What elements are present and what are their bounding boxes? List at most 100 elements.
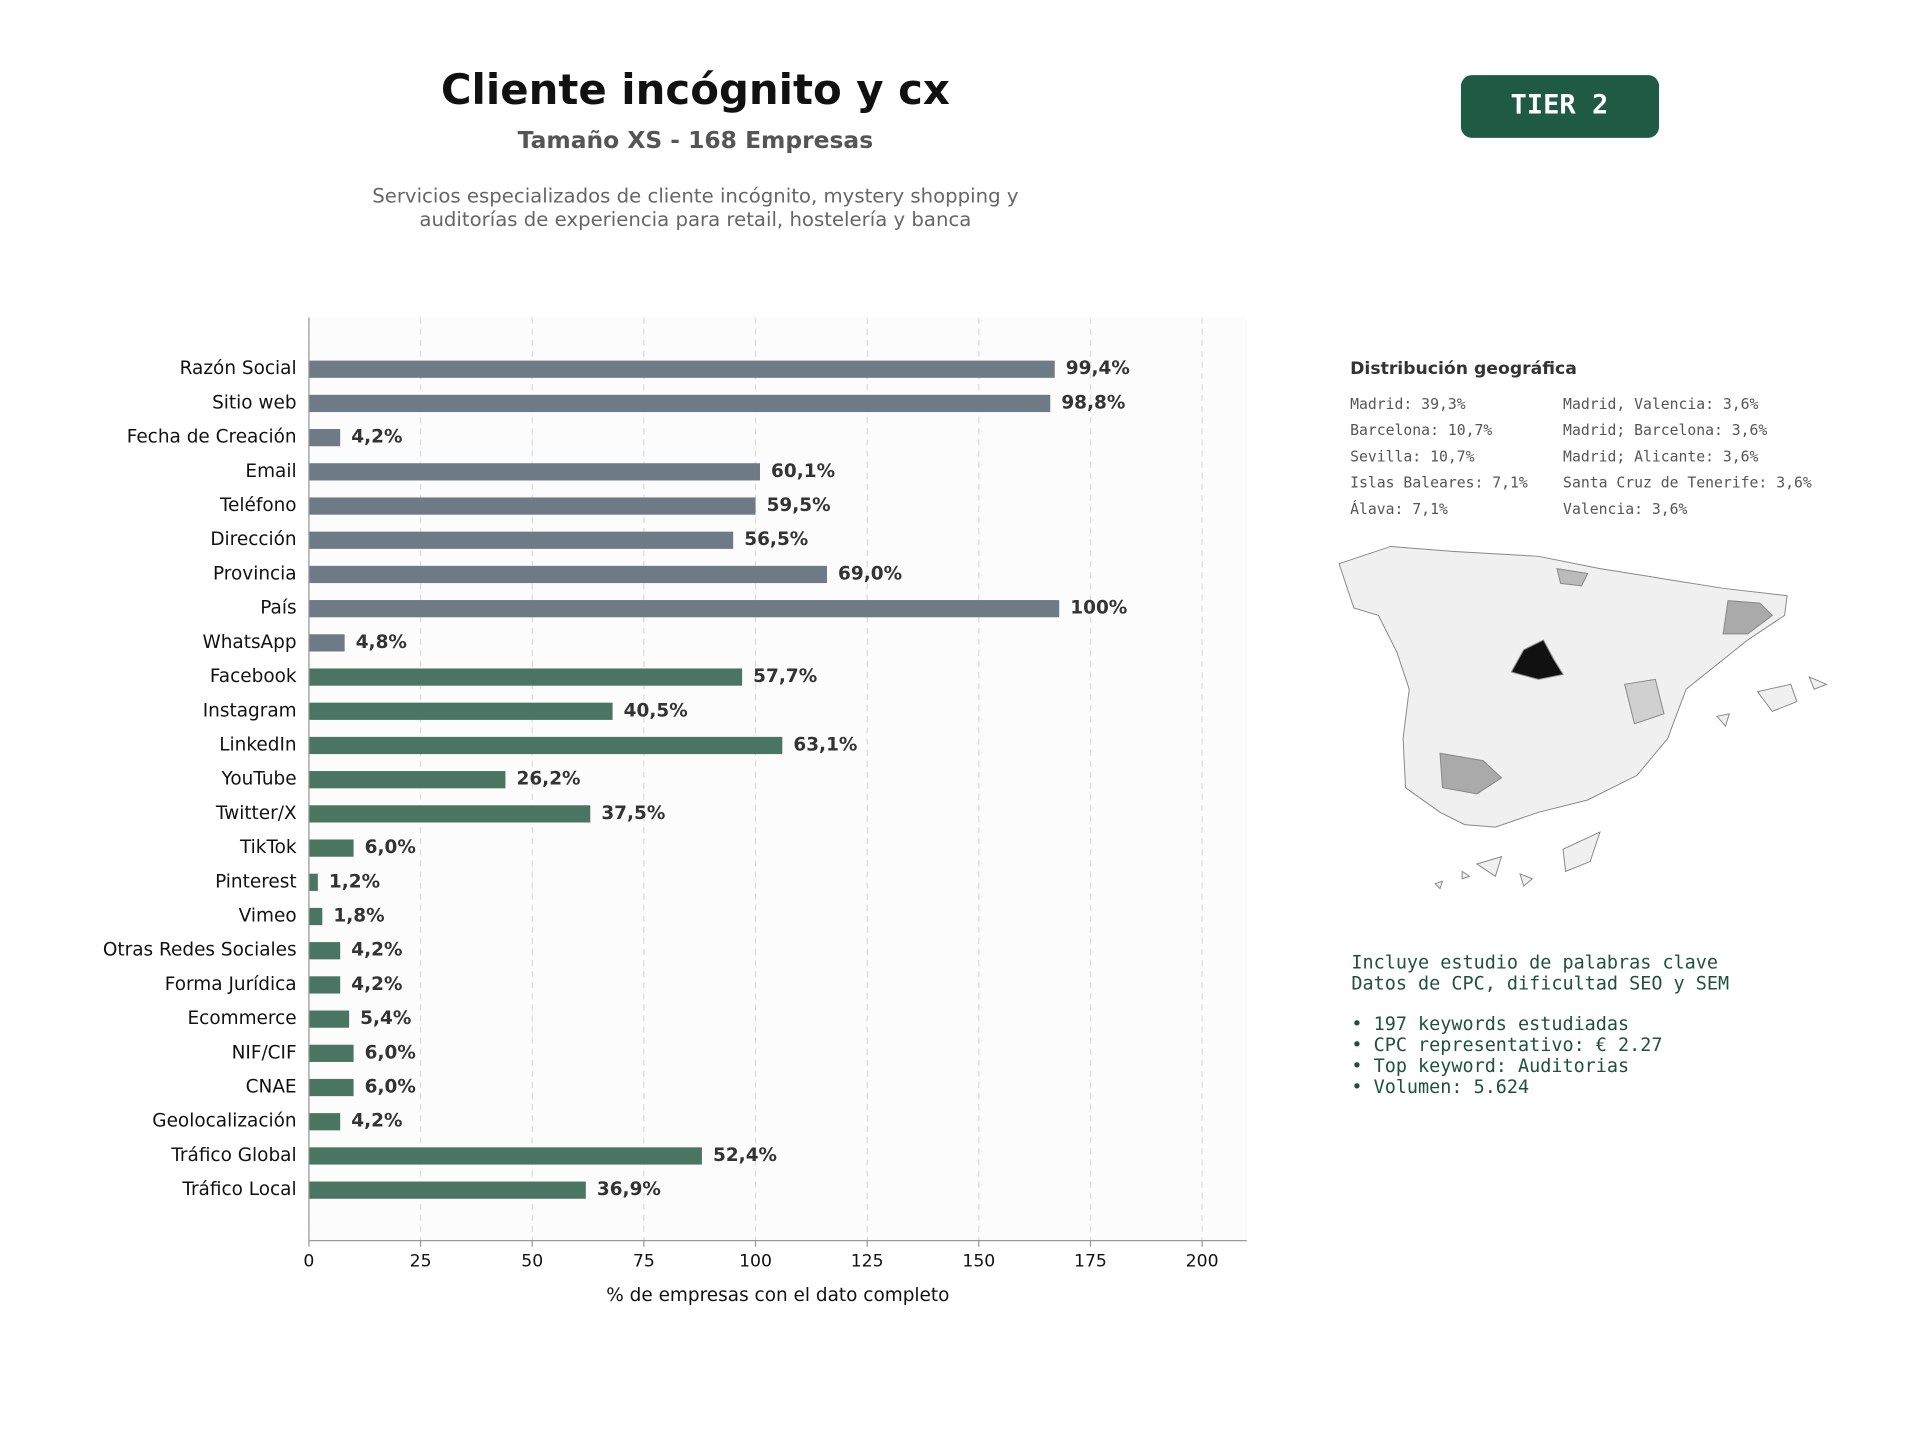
value-label: 56,5% [744, 529, 808, 550]
description: auditorías de experiencia para retail, h… [419, 208, 971, 231]
x-axis-label: % de empresas con el dato completo [606, 1285, 949, 1306]
y-tick-label: Otras Redes Sociales [103, 940, 297, 961]
y-tick-label: Teléfono [219, 495, 297, 516]
y-tick-label: WhatsApp [202, 632, 296, 653]
value-label: 6,0% [365, 1077, 416, 1098]
value-label: 36,9% [597, 1179, 661, 1200]
geo-item: Islas Baleares: 7,1% [1350, 475, 1528, 492]
bar [308, 634, 345, 652]
value-label: 100% [1070, 598, 1127, 619]
value-label: 69,0% [838, 563, 902, 584]
bar [308, 702, 613, 720]
geo-item: Madrid; Alicante: 3,6% [1563, 448, 1758, 465]
x-tick-label: 75 [633, 1252, 655, 1272]
y-tick-label: YouTube [221, 769, 297, 790]
geo-item: Sevilla: 10,7% [1350, 448, 1474, 465]
value-label: 60,1% [771, 461, 835, 482]
bar [308, 1147, 702, 1165]
geo-item: Valencia: 3,6% [1563, 501, 1687, 518]
y-tick-label: LinkedIn [219, 734, 296, 755]
y-tick-label: Ecommerce [188, 1008, 297, 1029]
y-tick-label: Twitter/X [215, 803, 297, 824]
map-sevilla [1439, 752, 1503, 795]
y-tick-label: TikTok [239, 837, 297, 858]
geo-item: Madrid: 39,3% [1350, 396, 1466, 413]
value-label: 63,1% [793, 734, 857, 755]
y-tick-label: Dirección [210, 529, 296, 550]
bar [308, 394, 1051, 413]
bar [308, 805, 591, 823]
y-tick-label: Facebook [210, 666, 297, 687]
value-label: 6,0% [365, 1042, 416, 1063]
geo-item: Madrid, Valencia: 3,6% [1563, 396, 1758, 413]
y-tick-label: Forma Jurídica [165, 974, 297, 995]
bar [308, 907, 323, 926]
bar [308, 531, 734, 549]
bar [308, 668, 743, 686]
bar [308, 839, 354, 857]
geo-item: Barcelona: 10,7% [1350, 422, 1492, 439]
bar [308, 1181, 586, 1199]
bar [308, 873, 318, 891]
bar [308, 360, 1055, 378]
note-line: Datos de CPC, dificultad SEO y SEM [1351, 974, 1729, 995]
x-tick-label: 25 [410, 1252, 432, 1272]
note-line: • CPC representativo: € 2.27 [1351, 1035, 1662, 1056]
bar [308, 1010, 350, 1028]
value-label: 6,0% [365, 837, 416, 858]
x-tick-label: 100 [739, 1252, 772, 1272]
value-label: 4,2% [351, 1111, 402, 1132]
value-label: 4,2% [351, 974, 402, 995]
bar [308, 497, 756, 515]
y-tick-label: CNAE [246, 1077, 297, 1098]
x-tick-label: 0 [303, 1252, 314, 1272]
y-tick-label: Tráfico Global [170, 1145, 296, 1166]
value-label: 4,2% [351, 940, 402, 961]
y-tick-label: Vimeo [239, 906, 297, 927]
value-label: 57,7% [753, 666, 817, 687]
y-tick-label: Tráfico Local [181, 1179, 296, 1200]
y-tick-label: País [260, 598, 296, 619]
bar [308, 600, 1060, 618]
value-label: 26,2% [517, 769, 581, 790]
geo-item: Madrid; Barcelona: 3,6% [1563, 422, 1767, 439]
y-tick-label: Pinterest [215, 871, 297, 892]
value-label: 4,8% [356, 632, 407, 653]
note-line: Incluye estudio de palabras clave [1351, 953, 1718, 974]
title: Cliente incógnito y cx [441, 65, 950, 114]
value-label: 4,2% [351, 427, 402, 448]
bar [308, 736, 783, 755]
map-valencia [1624, 678, 1665, 725]
note-line: • Volumen: 5.624 [1351, 1077, 1529, 1098]
map-barcelona [1722, 600, 1774, 635]
bar [308, 463, 760, 481]
x-tick-label: 175 [1074, 1252, 1107, 1272]
note-line: • Top keyword: Auditorias [1351, 1056, 1629, 1077]
value-label: 99,4% [1066, 358, 1130, 379]
value-label: 98,8% [1061, 392, 1125, 413]
geo-item: Santa Cruz de Tenerife: 3,6% [1563, 475, 1812, 492]
value-label: 59,5% [767, 495, 831, 516]
y-tick-label: Sitio web [212, 392, 297, 413]
y-tick-label: Geolocalización [152, 1111, 296, 1132]
map-madrid [1510, 639, 1564, 680]
y-tick-label: Fecha de Creación [127, 427, 297, 448]
value-label: 1,2% [329, 871, 380, 892]
y-tick-label: Email [245, 461, 296, 482]
x-tick-label: 200 [1186, 1252, 1219, 1272]
bar [308, 771, 506, 789]
x-tick-label: 50 [521, 1252, 543, 1272]
map-canarias [1434, 831, 1601, 890]
value-label: 52,4% [713, 1145, 777, 1166]
map-baleares [1715, 676, 1828, 728]
x-tick-label: 125 [851, 1252, 884, 1272]
bar [308, 429, 341, 447]
y-tick-label: Provincia [213, 563, 297, 584]
bar [308, 1113, 341, 1131]
subtitle: Tamaño XS - 168 Empresas [518, 126, 873, 154]
bar [308, 1044, 354, 1062]
bar [308, 1078, 354, 1097]
value-label: 1,8% [333, 906, 384, 927]
geo-item: Álava: 7,1% [1350, 501, 1448, 518]
